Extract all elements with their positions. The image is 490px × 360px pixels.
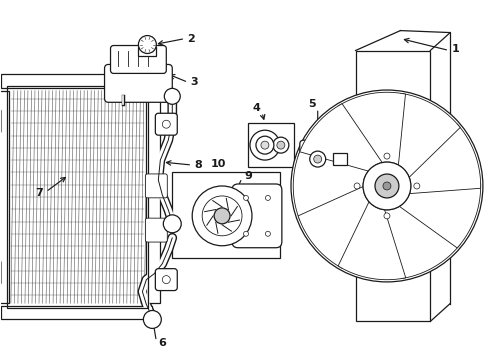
Bar xyxy=(7,86,148,307)
Bar xyxy=(172,172,280,258)
Bar xyxy=(0,91,9,302)
Circle shape xyxy=(375,174,399,198)
Circle shape xyxy=(354,183,360,189)
Circle shape xyxy=(273,137,289,153)
Circle shape xyxy=(244,195,248,201)
Bar xyxy=(138,46,156,57)
Text: 5: 5 xyxy=(308,99,316,109)
Bar xyxy=(1,306,152,319)
Circle shape xyxy=(261,141,269,149)
Circle shape xyxy=(202,196,242,236)
Circle shape xyxy=(383,182,391,190)
Circle shape xyxy=(138,36,156,54)
FancyBboxPatch shape xyxy=(155,113,177,135)
Text: 1: 1 xyxy=(451,44,459,54)
Polygon shape xyxy=(397,93,460,177)
Text: 9: 9 xyxy=(244,171,252,181)
Circle shape xyxy=(256,136,274,154)
Circle shape xyxy=(192,186,252,246)
Text: 3: 3 xyxy=(190,77,198,87)
Polygon shape xyxy=(383,206,461,279)
Bar xyxy=(248,123,294,167)
Text: 2: 2 xyxy=(187,33,195,44)
Polygon shape xyxy=(399,183,481,248)
FancyBboxPatch shape xyxy=(300,140,338,178)
FancyBboxPatch shape xyxy=(232,184,282,248)
Polygon shape xyxy=(293,152,368,220)
Polygon shape xyxy=(298,104,382,172)
Circle shape xyxy=(144,310,161,328)
Polygon shape xyxy=(338,202,406,280)
Bar xyxy=(147,91,160,302)
Circle shape xyxy=(163,215,181,233)
Circle shape xyxy=(291,90,483,282)
Text: 10: 10 xyxy=(210,159,226,169)
Circle shape xyxy=(266,195,270,201)
FancyBboxPatch shape xyxy=(104,64,172,102)
Text: 7: 7 xyxy=(35,188,43,198)
FancyBboxPatch shape xyxy=(146,174,167,198)
Circle shape xyxy=(214,208,230,224)
Circle shape xyxy=(384,213,390,219)
FancyBboxPatch shape xyxy=(111,45,166,73)
Circle shape xyxy=(414,183,420,189)
Circle shape xyxy=(250,130,280,160)
Polygon shape xyxy=(409,124,481,194)
Text: 6: 6 xyxy=(158,338,166,348)
Circle shape xyxy=(244,231,248,236)
Circle shape xyxy=(266,231,270,236)
Polygon shape xyxy=(298,186,370,269)
Bar xyxy=(1,75,152,88)
Circle shape xyxy=(314,155,322,163)
Text: 4: 4 xyxy=(252,103,260,113)
FancyBboxPatch shape xyxy=(0,109,1,133)
Circle shape xyxy=(277,141,285,149)
Circle shape xyxy=(164,88,180,104)
Circle shape xyxy=(384,153,390,159)
Polygon shape xyxy=(338,92,406,165)
FancyBboxPatch shape xyxy=(155,269,177,291)
Circle shape xyxy=(162,120,171,128)
Text: 8: 8 xyxy=(194,160,202,170)
FancyBboxPatch shape xyxy=(0,261,1,285)
Bar xyxy=(356,50,430,321)
Bar xyxy=(333,153,346,165)
FancyBboxPatch shape xyxy=(146,218,167,242)
Circle shape xyxy=(310,151,326,167)
Circle shape xyxy=(162,276,171,284)
Circle shape xyxy=(363,162,411,210)
